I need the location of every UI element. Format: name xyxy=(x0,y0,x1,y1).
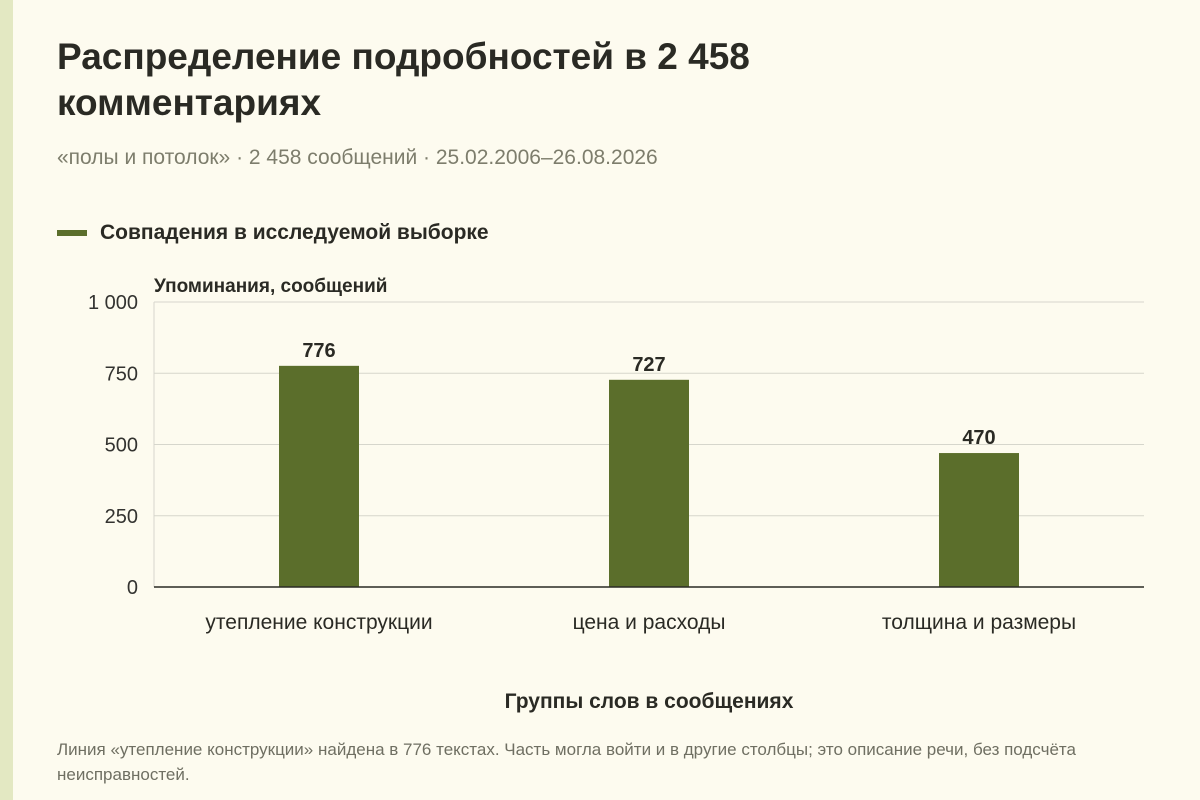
bar-value-label: 727 xyxy=(632,354,665,376)
bars-layer: 776 утепление конструкции 727 цена и расход… xyxy=(205,340,1076,634)
legend-swatch xyxy=(57,230,87,236)
left-accent-stripe xyxy=(0,0,13,800)
legend-label: Совпадения в исследуемой выборке xyxy=(100,221,489,244)
bar xyxy=(609,379,689,587)
y-tick-label: 500 xyxy=(105,435,138,457)
legend: Совпадения в исследуемой выборке xyxy=(57,218,489,248)
chart-title: Распределение подробностей в 2 458 комме… xyxy=(57,36,750,123)
x-tick-label: утепление конструкции xyxy=(205,611,432,634)
y-tick-label: 0 xyxy=(127,577,138,599)
chart-subtitle: «полы и потолок» · 2 458 сообщений · 25.… xyxy=(57,146,658,169)
bar-value-label: 470 xyxy=(962,427,995,449)
y-axis-title: Упоминания, сообщений xyxy=(154,276,387,297)
bar-value-label: 776 xyxy=(302,340,335,362)
footnote: Линия «утепление конструкции» найдена в … xyxy=(57,740,1076,784)
x-axis-title: Группы слов в сообщениях xyxy=(505,690,794,713)
bar-chart: 0 250 500 750 1 000 776 утепление конструкции… xyxy=(88,276,1144,713)
y-tick-label: 750 xyxy=(105,363,138,385)
x-tick-label: цена и расходы xyxy=(573,611,726,634)
y-tick-label: 250 xyxy=(105,506,138,528)
bar xyxy=(939,453,1019,587)
x-tick-label: толщина и размеры xyxy=(882,611,1076,634)
y-tick-label: 1 000 xyxy=(88,292,138,314)
bar xyxy=(279,365,359,587)
